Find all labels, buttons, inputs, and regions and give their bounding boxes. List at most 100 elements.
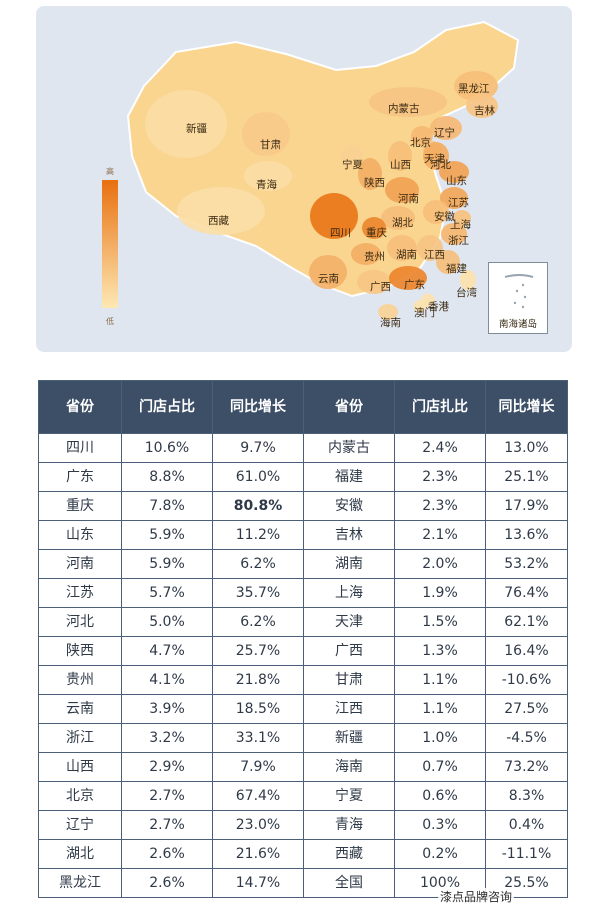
table-cell: 76.4%	[485, 578, 568, 608]
province-region	[244, 161, 292, 191]
table-cell: 16.4%	[485, 636, 568, 666]
table-cell: 天津	[303, 607, 395, 637]
table-cell: 2.0%	[394, 549, 486, 579]
table-row: 江苏 5.7% 35.7% 上海 1.9% 76.4%	[38, 578, 568, 608]
table-cell: 1.1%	[394, 694, 486, 724]
province-region	[417, 235, 443, 261]
province-label: 海南	[380, 316, 401, 329]
province-region	[309, 255, 347, 289]
table-cell: 河北	[38, 607, 122, 637]
province-label: 湖北	[392, 217, 413, 229]
table-cell: -4.5%	[485, 723, 568, 753]
table-cell: 广西	[303, 636, 395, 666]
table-cell: 2.3%	[394, 462, 486, 492]
table-cell: 2.6%	[121, 839, 213, 869]
province-label: 福建	[446, 262, 467, 275]
province-label: 北京	[410, 136, 431, 149]
province-label: 广西	[370, 281, 391, 293]
map-panel: 新疆 西藏 青海 甘肃 内蒙古 黑龙江 吉林 辽宁 北京 天津 河北 山西 山东 宁夏 陕西 河南 江苏 安徽 上海…	[36, 6, 572, 352]
table-cell: 13.0%	[485, 433, 568, 463]
table-cell: 四川	[38, 433, 122, 463]
province-label: 西藏	[208, 215, 229, 227]
table-cell: 35.7%	[212, 578, 304, 608]
province-region	[460, 270, 476, 290]
table-row: 北京 2.7% 67.4% 宁夏 0.6% 8.3%	[38, 781, 568, 811]
table-cell: 62.1%	[485, 607, 568, 637]
table-cell: 湖南	[303, 549, 395, 579]
province-region	[357, 270, 391, 294]
table-cell: 2.7%	[121, 781, 213, 811]
table-row: 四川 10.6% 9.7% 内蒙古 2.4% 13.0%	[38, 433, 568, 463]
province-region	[441, 223, 467, 245]
table-cell: 全国	[303, 868, 395, 898]
table-cell: 8.3%	[485, 781, 568, 811]
province-label: 江苏	[448, 196, 469, 209]
table-cell: 2.4%	[394, 433, 486, 463]
table-cell: 内蒙古	[303, 433, 395, 463]
table-cell: 重庆	[38, 491, 122, 521]
table-cell: 9.7%	[212, 433, 304, 463]
province-region	[423, 142, 449, 170]
province-region	[242, 112, 290, 156]
province-region	[423, 200, 449, 224]
table-cell: 5.7%	[121, 578, 213, 608]
province-label: 山东	[446, 174, 467, 187]
table-cell: 8.8%	[121, 462, 213, 492]
table-row: 辽宁 2.7% 23.0% 青海 0.3% 0.4%	[38, 810, 568, 840]
province-region	[453, 210, 471, 226]
province-label: 辽宁	[434, 126, 455, 139]
table-cell: 5.9%	[121, 549, 213, 579]
province-region	[310, 193, 358, 239]
province-region	[378, 304, 398, 320]
column-header: 门店扎比	[394, 380, 486, 434]
table-cell: 2.7%	[121, 810, 213, 840]
table-cell: 江苏	[38, 578, 122, 608]
province-region	[381, 206, 415, 230]
province-label: 上海	[450, 218, 471, 231]
table-cell: 21.8%	[212, 665, 304, 695]
watermark-wechat: 漆点品牌咨询	[438, 888, 515, 905]
table-cell: 2.1%	[394, 520, 486, 550]
table-cell: 黑龙江	[38, 868, 122, 898]
province-region	[454, 71, 498, 101]
table-cell: 0.4%	[485, 810, 568, 840]
table-cell: 河南	[38, 549, 122, 579]
table-cell: 13.6%	[485, 520, 568, 550]
table-cell: 4.1%	[121, 665, 213, 695]
table-cell: 浙江	[38, 723, 122, 753]
table-cell: 1.3%	[394, 636, 486, 666]
table-cell: 云南	[38, 694, 122, 724]
table-row: 河北 5.0% 6.2% 天津 1.5% 62.1%	[38, 607, 568, 637]
province-label: 贵州	[364, 250, 385, 263]
table-cell: 北京	[38, 781, 122, 811]
data-table: 省份 门店占比 同比增长 省份 门店扎比 同比增长 四川 10.6% 9.7% 内蒙古 2.4% 1…	[38, 380, 568, 898]
province-region	[387, 235, 417, 261]
table-cell: 广东	[38, 462, 122, 492]
province-region	[389, 266, 427, 290]
province-label: 湖南	[396, 248, 417, 261]
province-label: 天津	[424, 153, 445, 165]
table-cell: 1.5%	[394, 607, 486, 637]
table-cell: 1.0%	[394, 723, 486, 753]
province-region	[411, 126, 433, 146]
province-label: 重庆	[366, 226, 387, 239]
table-header-row: 省份 门店占比 同比增长 省份 门店扎比 同比增长	[38, 380, 568, 434]
province-label: 河北	[430, 159, 451, 171]
table-cell: 安徽	[303, 491, 395, 521]
province-region	[358, 158, 382, 190]
table-cell: 25.7%	[212, 636, 304, 666]
table-cell: 海南	[303, 752, 395, 782]
south-china-sea-islands	[504, 274, 534, 309]
table-cell: 西藏	[303, 839, 395, 869]
province-label: 安徽	[434, 210, 455, 223]
table-cell: 1.9%	[394, 578, 486, 608]
table-row: 河南 5.9% 6.2% 湖南 2.0% 53.2%	[38, 549, 568, 579]
china-outline	[126, 20, 520, 298]
table-cell: 6.2%	[212, 607, 304, 637]
table-row: 重庆 7.8% 80.8% 安徽 2.3% 17.9%	[38, 491, 568, 521]
province-label: 香港	[428, 301, 449, 313]
province-label: 甘肃	[260, 138, 281, 151]
table-cell: 山西	[38, 752, 122, 782]
table-cell: 25.1%	[485, 462, 568, 492]
province-region	[369, 87, 447, 117]
